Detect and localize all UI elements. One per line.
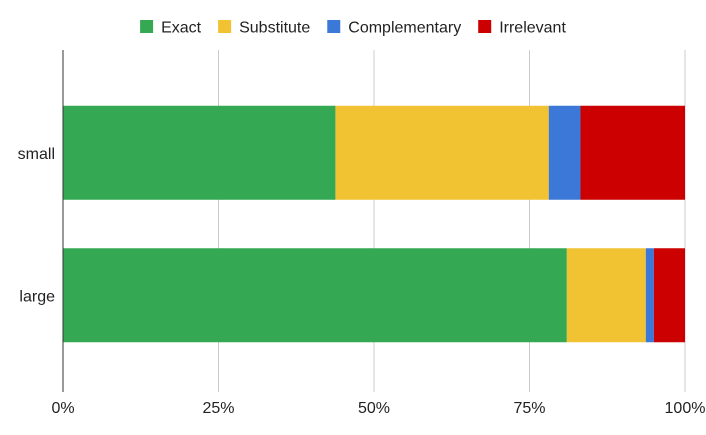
bar-segment	[653, 248, 685, 343]
legend-item: Substitute	[218, 20, 310, 37]
legend-swatch	[478, 20, 492, 33]
x-tick-label: 50%	[358, 400, 390, 417]
bar-segment	[63, 105, 336, 200]
legend-label: Exact	[161, 20, 202, 37]
bar-segment	[335, 105, 549, 200]
bar-segment	[566, 248, 646, 343]
category-label: large	[19, 288, 55, 305]
bar-segment	[580, 105, 685, 200]
legend-swatch	[140, 20, 154, 33]
x-tick-label: 0%	[51, 400, 74, 417]
bars	[63, 105, 685, 343]
legend-label: Irrelevant	[499, 20, 566, 37]
category-label: small	[18, 146, 55, 163]
legend-label: Complementary	[348, 20, 461, 37]
bar-segment	[63, 248, 567, 343]
legend: Exact Substitute Complementary Irrelevant	[140, 20, 566, 37]
legend-swatch	[327, 20, 341, 33]
bar-segment	[645, 248, 654, 343]
x-tick-label: 100%	[665, 400, 706, 417]
legend-swatch	[218, 20, 232, 33]
x-axis-ticks: 0% 25% 50% 75% 100%	[51, 400, 705, 417]
legend-label: Substitute	[239, 20, 310, 37]
legend-item: Exact	[140, 20, 202, 37]
x-tick-label: 75%	[513, 400, 545, 417]
legend-item: Irrelevant	[478, 20, 566, 37]
x-tick-label: 25%	[202, 400, 234, 417]
bar-segment	[548, 105, 581, 200]
category-labels: small large	[18, 146, 55, 306]
legend-item: Complementary	[327, 20, 461, 37]
